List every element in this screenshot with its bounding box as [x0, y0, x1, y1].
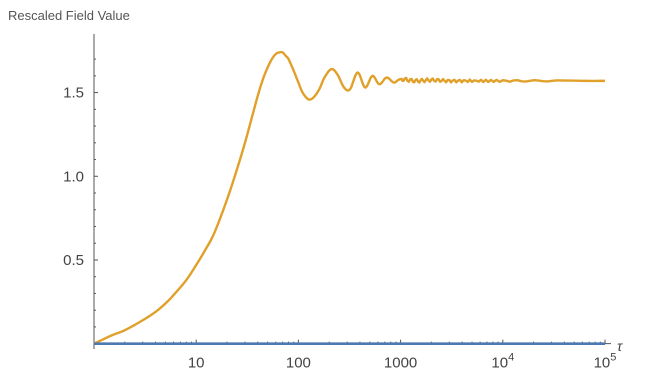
x-tick-label: 1000 [384, 355, 417, 372]
series-line-primary [93, 50, 605, 345]
x-tick-label: 105 [594, 352, 617, 372]
x-axis-variable: τ [617, 338, 623, 354]
y-axis-title: Rescaled Field Value [8, 8, 130, 23]
x-tick-label: 10 [188, 355, 205, 372]
x-tick-label: 104 [491, 352, 514, 372]
x-tick-label: 100 [286, 355, 311, 372]
y-tick-label: 0.5 [63, 252, 84, 269]
axes: 10 100 1000 104 105 0.5 1.0 1.5 [63, 34, 616, 372]
y-tick-label: 1.5 [63, 85, 84, 102]
series-layer [93, 50, 605, 345]
y-tick-label: 1.0 [63, 168, 84, 185]
